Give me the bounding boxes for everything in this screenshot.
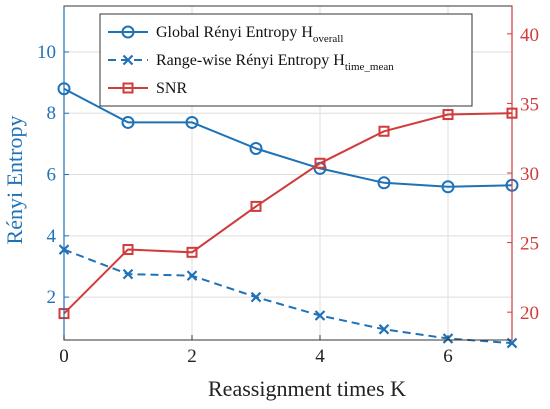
y-left-tick-label: 4 xyxy=(47,226,57,247)
series-1-point xyxy=(249,141,263,155)
x-axis-title: Reassignment times K xyxy=(208,376,406,401)
legend: Global Rényi Entropy Hoverall Range-wise … xyxy=(99,13,473,107)
tick-layer: 0 2 4 6 2 4 6 8 10 20 25 30 35 40 xyxy=(37,25,539,367)
x-tick-label: 2 xyxy=(187,346,197,367)
legend-entry-name: SNR xyxy=(156,80,187,97)
series-3-point xyxy=(378,125,390,137)
legend-box xyxy=(99,13,473,107)
y-right-tick-label: 20 xyxy=(520,303,539,324)
y-left-tick-label: 10 xyxy=(37,42,56,63)
legend-swatch-marker xyxy=(121,25,135,39)
legend-swatch-marker xyxy=(122,54,134,66)
legend-entry-label: Global Rényi Entropy Hoverall xyxy=(156,24,343,45)
series-2-point xyxy=(378,323,390,335)
series-3-point xyxy=(122,244,134,256)
series-1-point xyxy=(441,180,455,194)
series-3-point xyxy=(442,109,454,121)
y-left-tick-label: 2 xyxy=(47,287,57,308)
legend-entry-subscript: overall xyxy=(313,33,344,45)
series-1-point xyxy=(377,176,391,190)
series-3-point xyxy=(186,246,198,258)
y-right-tick-label: 40 xyxy=(520,25,539,46)
series-line-1 xyxy=(63,87,513,188)
series-line-3 xyxy=(63,112,513,315)
y-right-tick-label: 30 xyxy=(520,164,539,185)
y-right-tick-label: 25 xyxy=(520,234,539,255)
x-tick-label: 4 xyxy=(315,346,325,367)
legend-entry-name: Global Rényi Entropy H xyxy=(156,24,313,41)
legend-entry-subscript: time_mean xyxy=(345,61,394,73)
series-1-point xyxy=(185,115,199,129)
legend-swatch-marker xyxy=(122,82,134,94)
series-2-point xyxy=(314,310,326,321)
x-tick-label: 6 xyxy=(443,346,453,367)
series-3-point xyxy=(314,157,326,169)
y-right-tick-label: 35 xyxy=(520,94,539,115)
legend-entry-label: Range-wise Rényi Entropy Htime_mean xyxy=(156,52,394,73)
series-2-point xyxy=(250,291,262,303)
legend-entry-label: SNR xyxy=(156,80,187,97)
legend-entry-name: Range-wise Rényi Entropy H xyxy=(156,52,345,69)
x-tick-label: 0 xyxy=(59,346,69,367)
series-2-point xyxy=(122,268,134,280)
series-1-point xyxy=(121,115,135,129)
y-left-tick-label: 8 xyxy=(47,103,57,124)
y-axis-title-left: Rényi Entropy xyxy=(2,116,27,245)
series-3-point xyxy=(250,200,262,212)
y-left-tick-label: 6 xyxy=(47,165,57,186)
series-2-point xyxy=(186,270,198,281)
series-line-2 xyxy=(63,248,513,345)
